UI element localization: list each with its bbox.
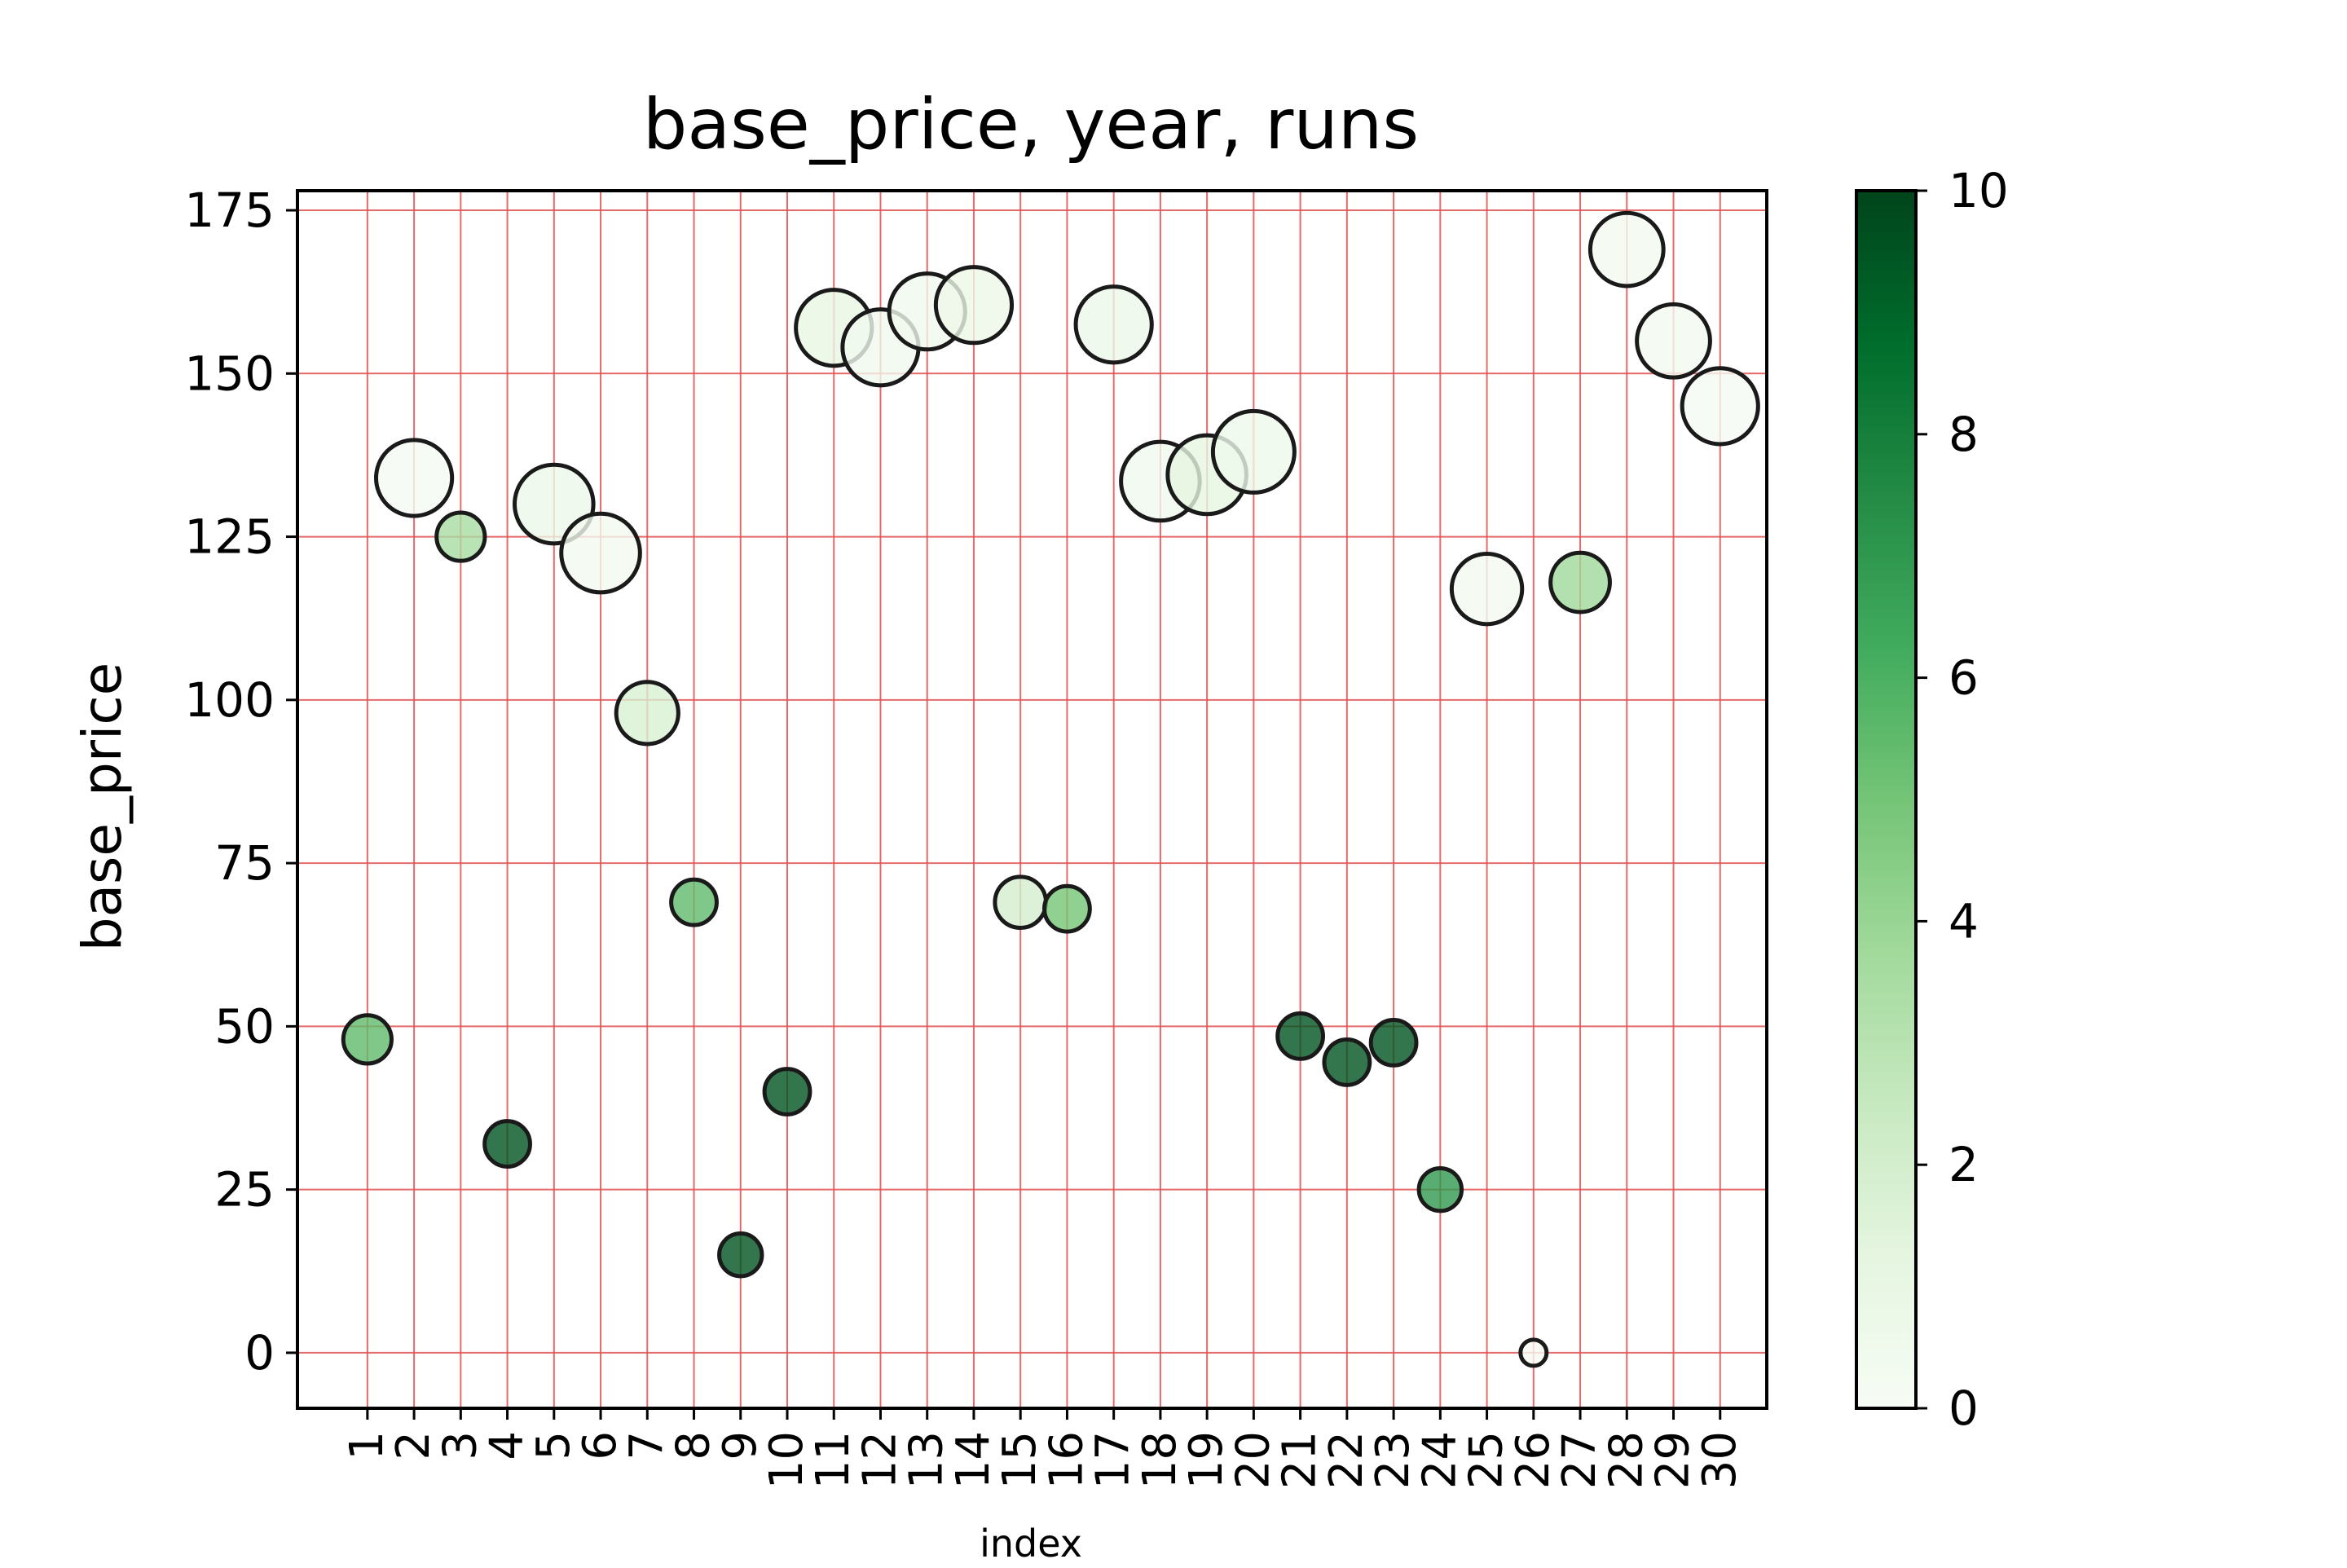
x-tick-label: 18 — [1134, 1431, 1187, 1489]
scatter-point — [1275, 1011, 1326, 1061]
x-tick-label: 22 — [1320, 1431, 1373, 1489]
x-tick-label: 15 — [993, 1431, 1046, 1489]
y-tick-label: 75 — [214, 835, 275, 891]
scatter-point — [1368, 1017, 1419, 1068]
y-tick-label: 125 — [184, 509, 275, 565]
x-tick-label: 29 — [1647, 1431, 1700, 1489]
scatter-point — [373, 438, 455, 518]
scatter-point — [762, 1067, 812, 1117]
colorbar-tick-label: 0 — [1948, 1381, 1979, 1436]
scatter-point — [1042, 883, 1092, 934]
scatter-point — [1518, 1337, 1549, 1368]
x-axis-label: index — [980, 1522, 1082, 1565]
chart-title: base_price, year, runs — [643, 84, 1419, 165]
x-tick-label: 24 — [1413, 1431, 1466, 1489]
scatter-point — [1073, 284, 1154, 365]
scatter-point — [993, 874, 1048, 930]
scatter-point — [1635, 302, 1712, 380]
y-tick-label: 100 — [184, 672, 275, 728]
x-tick-label: 13 — [900, 1431, 953, 1489]
y-tick-label: 50 — [214, 998, 275, 1054]
x-tick-label: 11 — [807, 1431, 860, 1489]
x-tick-label: 26 — [1507, 1431, 1560, 1489]
y-tick-label: 150 — [184, 346, 275, 401]
scatter-point — [933, 265, 1015, 346]
scatter-point — [1210, 408, 1297, 495]
x-tick-label: 8 — [667, 1431, 720, 1460]
colorbar-tick-label: 10 — [1948, 163, 2009, 218]
scatter-point — [1680, 366, 1760, 447]
scatter-markers — [341, 210, 1760, 1368]
scatter-point — [614, 680, 680, 747]
scatter-point — [1416, 1165, 1464, 1213]
x-tick-label: 14 — [947, 1431, 1000, 1489]
plot-frame — [296, 189, 1768, 1410]
scatter-point — [341, 1013, 394, 1066]
scatter-point — [434, 510, 487, 563]
x-tick-label: 7 — [620, 1431, 673, 1460]
colorbar-tick-label: 4 — [1948, 893, 1979, 949]
x-tick-label: 3 — [434, 1431, 487, 1460]
colorbar-tick-label: 6 — [1948, 650, 1979, 706]
colorbar-gradient — [1855, 189, 1918, 1410]
x-tick-label: 12 — [853, 1431, 906, 1489]
y-tick-label: 175 — [184, 183, 275, 238]
x-tick-label: 9 — [714, 1431, 767, 1460]
scatter-point — [559, 511, 642, 595]
x-tick-label: 20 — [1226, 1431, 1279, 1489]
axes: 0255075100125150175123456789101112131415… — [184, 183, 1768, 1489]
x-tick-label: 27 — [1553, 1431, 1606, 1489]
x-tick-label: 10 — [760, 1431, 813, 1489]
scatter-point — [1548, 550, 1612, 614]
scatter-point — [1449, 551, 1525, 627]
x-tick-label: 5 — [527, 1431, 580, 1460]
x-tick-label: 28 — [1600, 1431, 1653, 1489]
x-tick-label: 17 — [1087, 1431, 1140, 1489]
x-tick-label: 30 — [1693, 1431, 1746, 1489]
scatter-point — [1587, 210, 1666, 288]
scatter-point — [482, 1119, 532, 1169]
x-tick-label: 6 — [574, 1431, 627, 1460]
x-tick-label: 23 — [1367, 1431, 1420, 1489]
scatter-point — [669, 877, 719, 927]
y-axis-label: base_price — [71, 663, 134, 952]
colorbar-tick-label: 2 — [1948, 1137, 1979, 1192]
y-tick-label: 0 — [244, 1325, 275, 1381]
x-tick-label: 16 — [1040, 1431, 1093, 1489]
scatter-point — [1322, 1037, 1372, 1087]
scatter-point — [717, 1231, 764, 1279]
y-tick-label: 25 — [214, 1162, 275, 1218]
x-tick-label: 4 — [481, 1431, 534, 1460]
colorbar: 0 2 4 6 8 10 — [1855, 163, 2009, 1436]
x-tick-label: 21 — [1274, 1431, 1327, 1489]
x-tick-label: 19 — [1180, 1431, 1233, 1489]
x-tick-label: 2 — [387, 1431, 440, 1460]
x-tick-label: 1 — [341, 1431, 394, 1460]
x-tick-label: 25 — [1460, 1431, 1513, 1489]
grid-lines — [297, 191, 1767, 1408]
colorbar-tick-label: 8 — [1948, 407, 1979, 462]
